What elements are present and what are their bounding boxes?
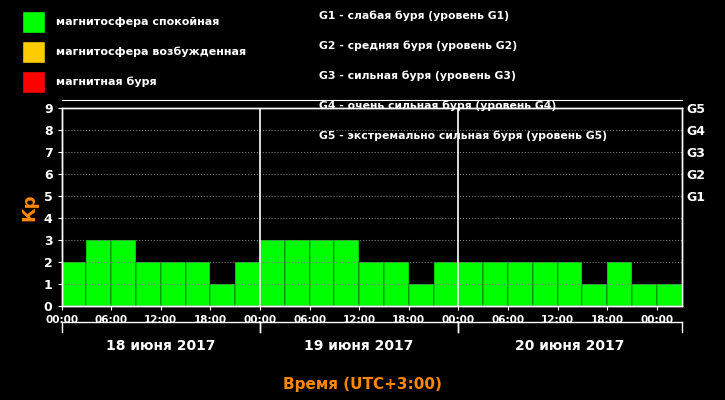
Text: магнитосфера возбужденная: магнитосфера возбужденная	[56, 47, 246, 57]
Bar	[136, 262, 161, 306]
Text: 18 июня 2017: 18 июня 2017	[106, 339, 215, 353]
Bar	[210, 284, 235, 306]
Bar	[111, 240, 136, 306]
Bar	[310, 240, 334, 306]
Y-axis label: Кр: Кр	[20, 193, 38, 221]
Bar	[260, 240, 285, 306]
Bar	[409, 284, 434, 306]
Bar	[508, 262, 533, 306]
Bar	[285, 240, 310, 306]
Text: G1 - слабая буря (уровень G1): G1 - слабая буря (уровень G1)	[319, 11, 509, 21]
Bar	[62, 262, 86, 306]
Bar	[235, 262, 260, 306]
Bar	[384, 262, 409, 306]
Text: G4 - очень сильная буря (уровень G4): G4 - очень сильная буря (уровень G4)	[319, 101, 556, 111]
Text: 19 июня 2017: 19 июня 2017	[304, 339, 414, 353]
Bar	[657, 284, 682, 306]
Bar	[186, 262, 210, 306]
Text: G5 - экстремально сильная буря (уровень G5): G5 - экстремально сильная буря (уровень …	[319, 131, 607, 141]
Bar	[161, 262, 186, 306]
Text: магнитосфера спокойная: магнитосфера спокойная	[56, 17, 219, 27]
Bar	[582, 284, 607, 306]
Bar	[607, 262, 632, 306]
Bar	[483, 262, 508, 306]
Bar	[359, 262, 384, 306]
Bar	[86, 240, 111, 306]
Bar	[334, 240, 359, 306]
Text: магнитная буря: магнитная буря	[56, 77, 157, 87]
Bar	[558, 262, 582, 306]
Text: Время (UTC+3:00): Время (UTC+3:00)	[283, 377, 442, 392]
Bar	[458, 262, 483, 306]
Bar	[434, 262, 458, 306]
Text: G3 - сильная буря (уровень G3): G3 - сильная буря (уровень G3)	[319, 71, 516, 81]
Bar	[632, 284, 657, 306]
Text: G2 - средняя буря (уровень G2): G2 - средняя буря (уровень G2)	[319, 41, 517, 51]
Text: 20 июня 2017: 20 июня 2017	[515, 339, 625, 353]
Bar	[533, 262, 558, 306]
